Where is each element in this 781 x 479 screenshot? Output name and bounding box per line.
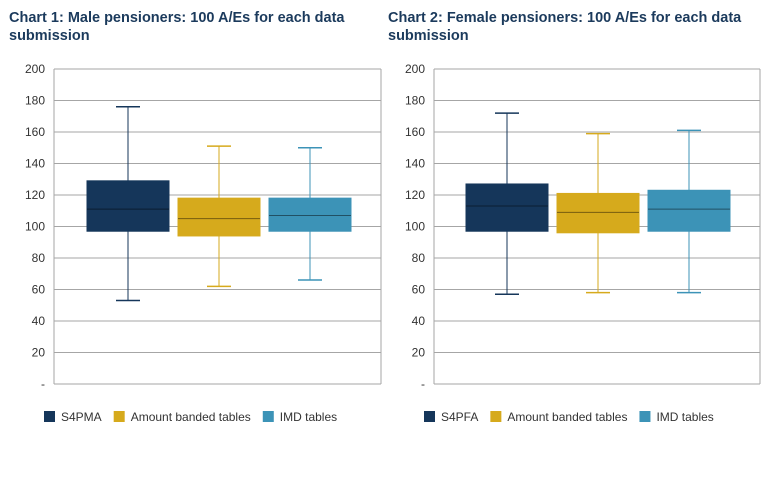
legend-item-2: Amount banded tables (113, 410, 251, 424)
y-tick-label: 80 (412, 251, 426, 265)
legend-label: Amount banded tables (131, 410, 251, 424)
legend-item-1: S4PMA (44, 410, 102, 424)
y-tick-label: 100 (25, 220, 45, 234)
box-iqr (465, 183, 549, 232)
y-tick-label: 200 (25, 62, 45, 76)
legend-label: S4PMA (61, 410, 102, 424)
legend-label: IMD tables (656, 410, 713, 424)
chart1-title: Chart 1: Male pensioners: 100 A/Es for e… (9, 10, 345, 44)
legend-item-3: IMD tables (639, 410, 714, 424)
y-tick-label: 140 (405, 157, 425, 171)
y-tick-label: 160 (25, 125, 45, 139)
legend-item-2: Amount banded tables (490, 410, 627, 424)
legend-item-1: S4PFA (424, 410, 478, 424)
y-tick-label: 80 (32, 251, 46, 265)
box-plot-1 (86, 106, 170, 302)
legend-swatch (639, 411, 651, 422)
box-iqr (177, 197, 261, 237)
box-iqr (556, 192, 640, 234)
y-tick-label: 120 (25, 188, 45, 202)
box-iqr (268, 197, 352, 232)
legend-label: IMD tables (280, 410, 337, 424)
y-tick-label: 180 (405, 94, 425, 108)
legend-swatch (113, 411, 125, 422)
legend-label: S4PFA (441, 410, 478, 424)
box-plot-1 (465, 112, 549, 295)
y-tick-label: 180 (25, 94, 45, 108)
y-tick-label: 40 (32, 314, 46, 328)
legend-swatch (490, 411, 502, 422)
y-tick-label: 160 (405, 125, 425, 139)
y-tick-label: 20 (32, 346, 46, 360)
y-tick-label: 100 (405, 220, 425, 234)
y-tick-label: 40 (412, 314, 426, 328)
box-plot-3 (268, 147, 352, 281)
chart2-title: Chart 2: Female pensioners: 100 A/Es for… (388, 10, 742, 44)
y-tick-label: 120 (405, 188, 425, 202)
box-plot-3 (647, 129, 731, 294)
y-tick-label: 60 (32, 283, 46, 297)
box-iqr (86, 180, 170, 232)
legend-item-3: IMD tables (262, 410, 337, 424)
y-tick-label: - (421, 377, 425, 391)
legend-swatch (262, 411, 274, 422)
box-plot-2 (177, 145, 261, 288)
box-iqr (647, 189, 731, 232)
y-tick-label: 200 (405, 62, 425, 76)
legend-swatch (44, 411, 55, 422)
box-plot-2 (556, 132, 640, 294)
y-tick-label: 20 (412, 346, 426, 360)
legend-label: Amount banded tables (507, 410, 627, 424)
y-tick-label: 140 (25, 157, 45, 171)
y-tick-label: 60 (412, 283, 426, 297)
legend-swatch (424, 411, 435, 422)
y-tick-label: - (41, 377, 45, 391)
